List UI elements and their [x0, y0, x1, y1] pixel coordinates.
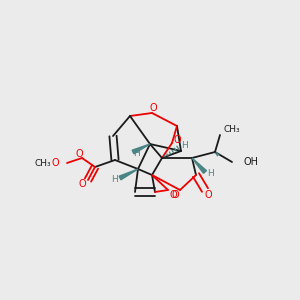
Text: O: O	[171, 190, 179, 200]
Text: H: H	[181, 142, 188, 151]
Polygon shape	[132, 144, 150, 154]
Text: H: H	[111, 176, 117, 184]
Text: O: O	[51, 158, 59, 168]
Text: OH: OH	[244, 157, 259, 167]
Text: O: O	[149, 103, 157, 113]
Text: H: H	[134, 148, 140, 158]
Text: CH₃: CH₃	[34, 158, 51, 167]
Text: O: O	[204, 190, 212, 200]
Text: O: O	[169, 190, 177, 200]
Text: H: H	[207, 169, 213, 178]
Text: O: O	[75, 149, 83, 159]
Polygon shape	[192, 158, 206, 173]
Text: CH₃: CH₃	[223, 125, 240, 134]
Polygon shape	[119, 169, 138, 180]
Text: O: O	[173, 135, 181, 145]
Text: O: O	[78, 179, 86, 189]
